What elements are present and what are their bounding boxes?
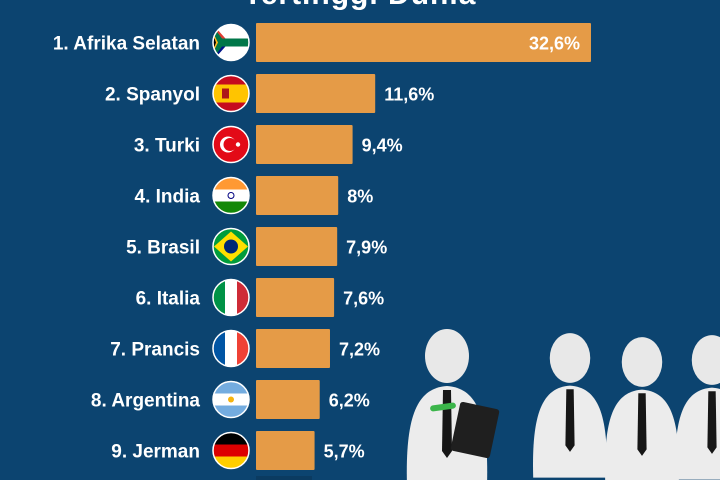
bar	[256, 278, 335, 317]
category-label: 6. Italia	[136, 289, 201, 310]
bar	[256, 431, 315, 470]
value-label: 5,7%	[324, 442, 365, 462]
clipboard-icon	[450, 401, 500, 459]
value-label: 6,2%	[329, 391, 370, 411]
pen-icon	[430, 402, 456, 412]
value-label: 32,6%	[529, 34, 580, 54]
spain-flag	[212, 74, 250, 113]
category-label: 5. Brasil	[126, 238, 200, 259]
person-figure	[675, 335, 720, 480]
bar	[256, 74, 376, 113]
category-label: 9. Jerman	[111, 442, 200, 463]
category-label: 2. Spanyol	[105, 85, 200, 106]
partial-bar	[256, 476, 312, 480]
value-label: 11,6%	[384, 85, 434, 105]
bars-group: 1. Afrika Selatan 32,6% 2. Spanyol 11,6% 3. …	[53, 23, 591, 480]
value-label: 7,2%	[339, 340, 380, 360]
people-illustration	[406, 329, 720, 480]
india-flag	[212, 176, 250, 215]
category-label: 3. Turki	[134, 136, 200, 157]
bar	[256, 176, 339, 215]
france-flag	[212, 329, 250, 368]
south-africa-flag	[212, 23, 250, 62]
bar	[256, 125, 353, 164]
bar	[256, 329, 330, 368]
argentina-flag	[212, 380, 250, 419]
person-figure	[605, 337, 679, 480]
turkey-flag	[212, 125, 250, 164]
bar	[256, 380, 320, 419]
italy-flag	[212, 278, 250, 317]
value-label: 8%	[347, 187, 373, 207]
germany-flag	[212, 431, 250, 470]
person-figure	[406, 329, 500, 480]
brazil-flag	[212, 227, 250, 266]
bar	[256, 227, 338, 266]
category-label: 4. India	[135, 187, 201, 208]
person-figure	[533, 333, 607, 478]
category-label: 1. Afrika Selatan	[53, 34, 200, 55]
value-label: 7,9%	[346, 238, 387, 258]
value-label: 7,6%	[343, 289, 384, 309]
chart-title: Tertinggi Dunia	[200, 0, 520, 12]
category-label: 7. Prancis	[110, 340, 200, 361]
category-label: 8. Argentina	[91, 391, 201, 412]
bar	[256, 23, 591, 62]
value-label: 9,4%	[362, 136, 403, 156]
